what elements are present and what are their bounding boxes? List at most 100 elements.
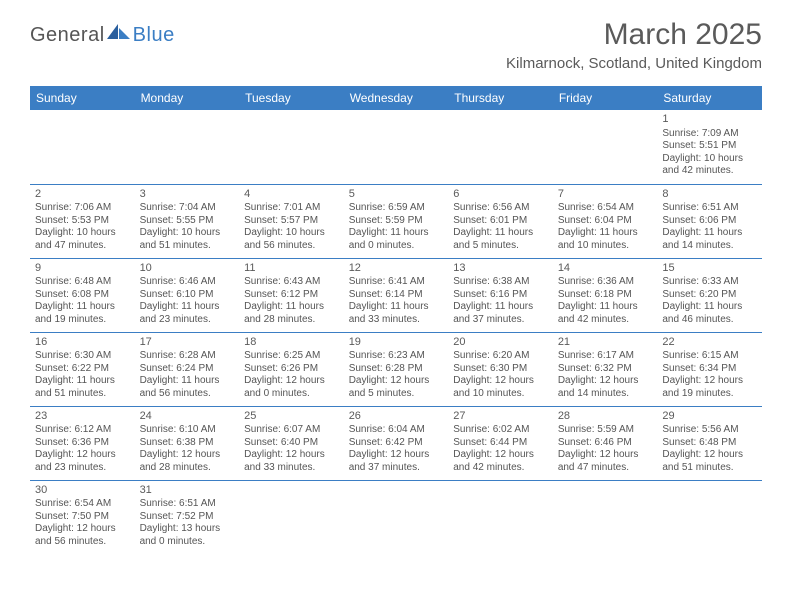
sunset-text: Sunset: 6:24 PM [140, 363, 235, 376]
calendar-cell: 25Sunrise: 6:07 AMSunset: 6:40 PMDayligh… [239, 406, 344, 480]
daylight-text: Daylight: 13 hours [140, 523, 235, 536]
sunset-text: Sunset: 5:51 PM [662, 140, 757, 153]
calendar-cell-empty [657, 480, 762, 554]
daylight-text: and 0 minutes. [140, 536, 235, 549]
daylight-text: Daylight: 11 hours [140, 301, 235, 314]
calendar-cell: 17Sunrise: 6:28 AMSunset: 6:24 PMDayligh… [135, 332, 240, 406]
brand-text-general: General [30, 24, 105, 47]
daylight-text: Daylight: 11 hours [453, 301, 548, 314]
daylight-text: Daylight: 12 hours [453, 449, 548, 462]
daylight-text: Daylight: 11 hours [453, 227, 548, 240]
daylight-text: and 19 minutes. [35, 314, 130, 327]
daylight-text: Daylight: 12 hours [453, 375, 548, 388]
sunrise-text: Sunrise: 6:07 AM [244, 424, 339, 437]
daylight-text: and 37 minutes. [349, 462, 444, 475]
day-number: 13 [453, 262, 548, 276]
daylight-text: and 28 minutes. [140, 462, 235, 475]
day-header: Friday [553, 86, 658, 110]
calendar-cell: 29Sunrise: 5:56 AMSunset: 6:48 PMDayligh… [657, 406, 762, 480]
daylight-text: Daylight: 11 hours [558, 301, 653, 314]
sunset-text: Sunset: 6:48 PM [662, 437, 757, 450]
day-number: 9 [35, 262, 130, 276]
sunset-text: Sunset: 6:18 PM [558, 289, 653, 302]
day-number: 21 [558, 336, 653, 350]
sunset-text: Sunset: 6:01 PM [453, 215, 548, 228]
day-number: 26 [349, 410, 444, 424]
day-number: 23 [35, 410, 130, 424]
daylight-text: Daylight: 12 hours [244, 375, 339, 388]
sunrise-text: Sunrise: 6:48 AM [35, 276, 130, 289]
sunrise-text: Sunrise: 7:09 AM [662, 128, 757, 141]
day-header: Sunday [30, 86, 135, 110]
calendar-cell: 20Sunrise: 6:20 AMSunset: 6:30 PMDayligh… [448, 332, 553, 406]
sunset-text: Sunset: 6:42 PM [349, 437, 444, 450]
day-number: 27 [453, 410, 548, 424]
day-number: 20 [453, 336, 548, 350]
sunrise-text: Sunrise: 6:28 AM [140, 350, 235, 363]
calendar-cell-empty [30, 110, 135, 184]
day-header: Monday [135, 86, 240, 110]
sunset-text: Sunset: 6:14 PM [349, 289, 444, 302]
calendar-cell: 1Sunrise: 7:09 AMSunset: 5:51 PMDaylight… [657, 110, 762, 184]
sunset-text: Sunset: 6:36 PM [35, 437, 130, 450]
daylight-text: and 56 minutes. [244, 240, 339, 253]
calendar-row: 1Sunrise: 7:09 AMSunset: 5:51 PMDaylight… [30, 110, 762, 184]
sunrise-text: Sunrise: 6:02 AM [453, 424, 548, 437]
sunrise-text: Sunrise: 6:41 AM [349, 276, 444, 289]
day-number: 22 [662, 336, 757, 350]
daylight-text: and 46 minutes. [662, 314, 757, 327]
daylight-text: and 23 minutes. [35, 462, 130, 475]
sunrise-text: Sunrise: 6:12 AM [35, 424, 130, 437]
daylight-text: Daylight: 12 hours [35, 523, 130, 536]
daylight-text: Daylight: 11 hours [662, 301, 757, 314]
daylight-text: and 51 minutes. [662, 462, 757, 475]
calendar-cell-empty [553, 110, 658, 184]
sunset-text: Sunset: 6:40 PM [244, 437, 339, 450]
sunset-text: Sunset: 6:46 PM [558, 437, 653, 450]
sail-icon [105, 22, 131, 40]
calendar-cell-empty [344, 110, 449, 184]
daylight-text: Daylight: 12 hours [349, 375, 444, 388]
sunset-text: Sunset: 6:12 PM [244, 289, 339, 302]
sunset-text: Sunset: 5:55 PM [140, 215, 235, 228]
sunrise-text: Sunrise: 5:56 AM [662, 424, 757, 437]
sunset-text: Sunset: 6:26 PM [244, 363, 339, 376]
daylight-text: and 56 minutes. [35, 536, 130, 549]
daylight-text: and 37 minutes. [453, 314, 548, 327]
day-number: 18 [244, 336, 339, 350]
day-number: 12 [349, 262, 444, 276]
sunset-text: Sunset: 5:53 PM [35, 215, 130, 228]
calendar-cell-empty [448, 480, 553, 554]
day-number: 6 [453, 188, 548, 202]
daylight-text: Daylight: 10 hours [662, 153, 757, 166]
daylight-text: Daylight: 12 hours [662, 449, 757, 462]
daylight-text: Daylight: 11 hours [349, 301, 444, 314]
calendar-cell: 5Sunrise: 6:59 AMSunset: 5:59 PMDaylight… [344, 184, 449, 258]
sunset-text: Sunset: 6:30 PM [453, 363, 548, 376]
sunrise-text: Sunrise: 6:30 AM [35, 350, 130, 363]
calendar-cell-empty [239, 110, 344, 184]
day-number: 25 [244, 410, 339, 424]
calendar-cell: 6Sunrise: 6:56 AMSunset: 6:01 PMDaylight… [448, 184, 553, 258]
sunset-text: Sunset: 6:32 PM [558, 363, 653, 376]
sunrise-text: Sunrise: 7:01 AM [244, 202, 339, 215]
sunset-text: Sunset: 6:38 PM [140, 437, 235, 450]
daylight-text: and 42 minutes. [558, 314, 653, 327]
sunset-text: Sunset: 6:08 PM [35, 289, 130, 302]
sunset-text: Sunset: 6:34 PM [662, 363, 757, 376]
calendar-cell: 7Sunrise: 6:54 AMSunset: 6:04 PMDaylight… [553, 184, 658, 258]
daylight-text: Daylight: 11 hours [662, 227, 757, 240]
calendar-cell: 12Sunrise: 6:41 AMSunset: 6:14 PMDayligh… [344, 258, 449, 332]
sunrise-text: Sunrise: 6:25 AM [244, 350, 339, 363]
brand-text-blue: Blue [133, 24, 175, 47]
daylight-text: and 33 minutes. [244, 462, 339, 475]
calendar-cell: 4Sunrise: 7:01 AMSunset: 5:57 PMDaylight… [239, 184, 344, 258]
calendar-cell: 2Sunrise: 7:06 AMSunset: 5:53 PMDaylight… [30, 184, 135, 258]
day-number: 5 [349, 188, 444, 202]
daylight-text: and 0 minutes. [349, 240, 444, 253]
title-block: March 2025 Kilmarnock, Scotland, United … [506, 18, 762, 72]
sunrise-text: Sunrise: 6:38 AM [453, 276, 548, 289]
calendar-row: 16Sunrise: 6:30 AMSunset: 6:22 PMDayligh… [30, 332, 762, 406]
day-header: Wednesday [344, 86, 449, 110]
daylight-text: and 19 minutes. [662, 388, 757, 401]
